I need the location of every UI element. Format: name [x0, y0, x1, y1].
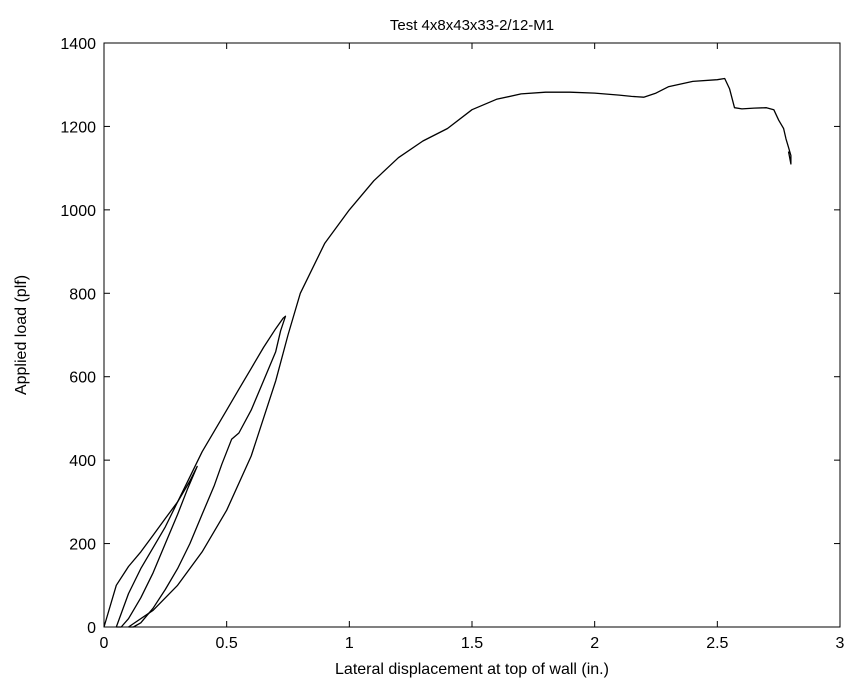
- chart-title: Test 4x8x43x33-2/12-M1: [390, 17, 554, 34]
- series-line-2: [115, 315, 287, 628]
- series-group: [103, 77, 792, 628]
- plot-area: [103, 42, 841, 628]
- y-tick-label: 200: [69, 537, 96, 554]
- x-tick-label: 2: [590, 635, 599, 652]
- y-ticks: 0 200 400 600 800 1000 1200 1400: [60, 36, 840, 637]
- y-tick-label: 0: [87, 620, 96, 637]
- x-tick-label: 1: [345, 635, 354, 652]
- x-tick-label: 1.5: [461, 635, 483, 652]
- series-line-1: [103, 465, 198, 628]
- y-tick-label: 400: [69, 453, 96, 470]
- x-tick-label: 3: [836, 635, 845, 652]
- x-tick-label: 2.5: [706, 635, 728, 652]
- y-tick-label: 1400: [60, 36, 96, 53]
- x-ticks: 0 0.5 1 1.5 2 2.5 3: [100, 43, 845, 652]
- x-tick-label: 0: [100, 635, 109, 652]
- y-axis-label: Applied load (plf): [13, 275, 30, 395]
- y-tick-label: 1000: [60, 203, 96, 220]
- x-axis-label: Lateral displacement at top of wall (in.…: [335, 661, 609, 678]
- y-tick-label: 1200: [60, 119, 96, 136]
- y-tick-label: 800: [69, 286, 96, 303]
- y-tick-label: 600: [69, 370, 96, 387]
- x-tick-label: 0.5: [216, 635, 238, 652]
- series-line-3: [128, 77, 792, 628]
